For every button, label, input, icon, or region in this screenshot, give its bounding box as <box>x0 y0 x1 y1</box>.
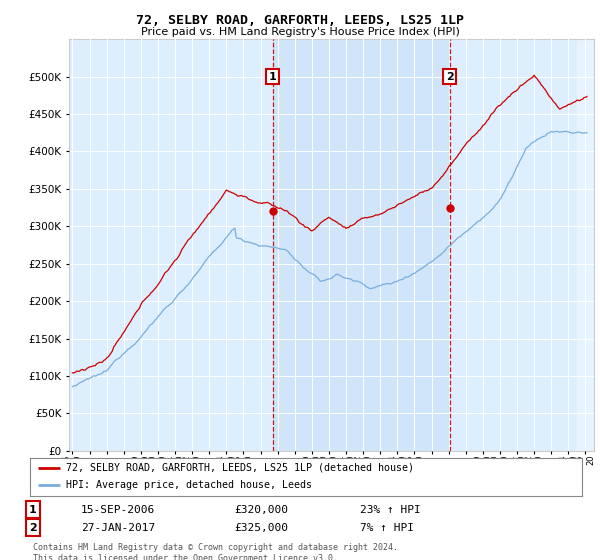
Bar <box>577 39 594 451</box>
Text: £325,000: £325,000 <box>234 522 288 533</box>
Text: 1: 1 <box>29 505 37 515</box>
Text: Price paid vs. HM Land Registry's House Price Index (HPI): Price paid vs. HM Land Registry's House … <box>140 27 460 37</box>
Text: 7% ↑ HPI: 7% ↑ HPI <box>360 522 414 533</box>
Text: 2: 2 <box>446 72 454 82</box>
Text: 72, SELBY ROAD, GARFORTH, LEEDS, LS25 1LP (detached house): 72, SELBY ROAD, GARFORTH, LEEDS, LS25 1L… <box>66 463 414 473</box>
Bar <box>577 39 594 451</box>
Text: HPI: Average price, detached house, Leeds: HPI: Average price, detached house, Leed… <box>66 480 312 491</box>
Text: 15-SEP-2006: 15-SEP-2006 <box>81 505 155 515</box>
Text: 72, SELBY ROAD, GARFORTH, LEEDS, LS25 1LP: 72, SELBY ROAD, GARFORTH, LEEDS, LS25 1L… <box>136 14 464 27</box>
Text: 23% ↑ HPI: 23% ↑ HPI <box>360 505 421 515</box>
Text: 2: 2 <box>29 522 37 533</box>
Text: £320,000: £320,000 <box>234 505 288 515</box>
Text: 27-JAN-2017: 27-JAN-2017 <box>81 522 155 533</box>
Text: 1: 1 <box>269 72 277 82</box>
Bar <box>272 39 450 451</box>
Text: Contains HM Land Registry data © Crown copyright and database right 2024.
This d: Contains HM Land Registry data © Crown c… <box>33 543 398 560</box>
